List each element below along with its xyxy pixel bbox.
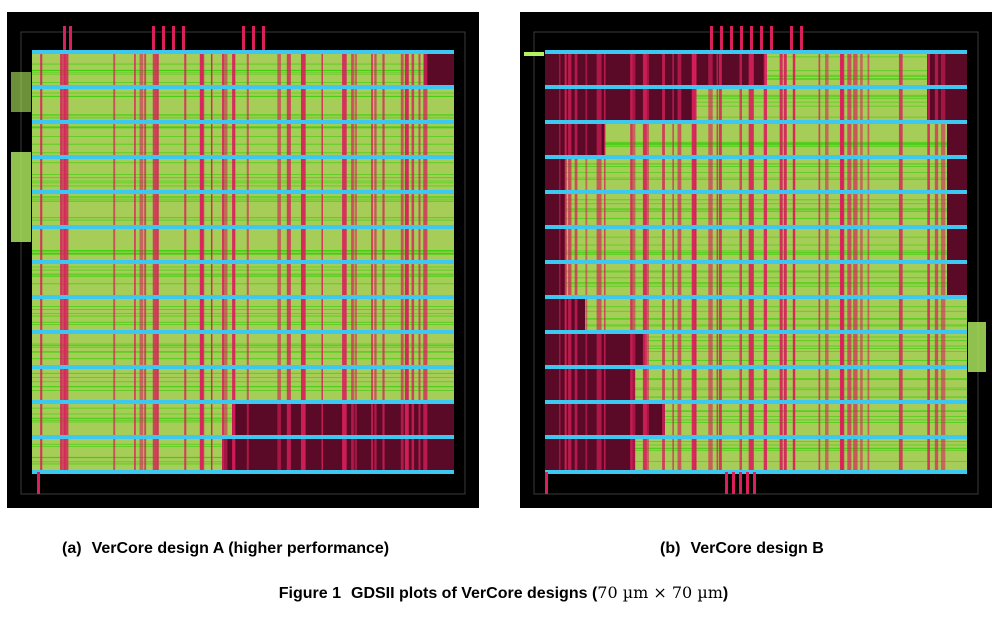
power-rail	[545, 120, 967, 124]
io-pin	[725, 472, 728, 494]
caption-dimensions: 70 µm × 70 µm	[597, 583, 723, 602]
io-pin	[182, 26, 185, 50]
caption-paren-open: (	[591, 585, 598, 602]
io-pin	[790, 26, 793, 50]
power-rail	[545, 295, 967, 299]
logic-row	[645, 334, 967, 365]
logic-row	[32, 264, 454, 295]
logic-row	[635, 439, 967, 470]
io-pin	[152, 26, 155, 50]
io-pin	[162, 26, 165, 50]
io-pin	[800, 26, 803, 50]
gdsii-plot-a-svg	[11, 26, 466, 495]
power-rail	[32, 190, 454, 194]
logic-row	[565, 229, 947, 260]
power-rail	[545, 225, 967, 229]
io-pin	[242, 26, 245, 50]
figure-number: Figure 1	[278, 585, 341, 602]
io-pin-cluster	[968, 322, 986, 372]
logic-row	[565, 194, 947, 225]
subcaption-a: (a) VerCore design A (higher performance)	[62, 540, 389, 558]
subcaption-b-label: VerCore design B	[690, 540, 824, 557]
subcaption-b: (b) VerCore design B	[660, 540, 824, 558]
logic-row	[32, 124, 454, 155]
power-rail	[545, 260, 967, 264]
io-pin	[739, 472, 742, 494]
caption-paren-close: )	[722, 585, 729, 602]
io-pin	[63, 26, 66, 50]
power-rail	[32, 155, 454, 159]
io-pin	[750, 26, 753, 50]
subcaption-a-label: VerCore design A (higher performance)	[91, 540, 390, 557]
power-rail	[545, 50, 967, 54]
io-pin	[753, 472, 756, 494]
power-rail	[32, 260, 454, 264]
power-rail	[32, 85, 454, 89]
io-pin	[37, 472, 40, 494]
io-pin	[740, 26, 743, 50]
gdsii-plot-design-a	[7, 12, 479, 508]
power-rail	[32, 120, 454, 124]
logic-row	[32, 334, 454, 365]
power-rail	[32, 435, 454, 439]
power-rail	[32, 50, 454, 54]
logic-row	[765, 54, 927, 85]
power-rail	[545, 85, 967, 89]
power-rail	[545, 190, 967, 194]
power-rail	[545, 155, 967, 159]
figure-caption: Figure 1 GDSII plots of VerCore designs (…	[0, 583, 1007, 603]
logic-row	[635, 369, 967, 400]
power-rail	[545, 435, 967, 439]
io-pin	[732, 472, 735, 494]
io-pin-cluster	[11, 72, 31, 112]
logic-row	[585, 299, 967, 330]
logic-row	[605, 124, 947, 155]
power-rail	[32, 470, 454, 474]
io-pin	[730, 26, 733, 50]
io-pin	[545, 472, 548, 494]
logic-row	[695, 89, 927, 120]
io-pin	[69, 26, 72, 50]
io-pin	[262, 26, 265, 50]
io-pin	[720, 26, 723, 50]
subcaption-b-tag: (b)	[660, 540, 681, 557]
power-rail	[32, 295, 454, 299]
power-rail	[545, 400, 967, 404]
io-pin	[760, 26, 763, 50]
io-pin	[252, 26, 255, 50]
subcaption-a-tag: (a)	[62, 540, 82, 557]
logic-row	[565, 264, 947, 295]
gdsii-plot-design-b	[520, 12, 992, 508]
power-rail	[32, 400, 454, 404]
power-rail	[32, 330, 454, 334]
io-pin	[172, 26, 175, 50]
logic-row	[32, 229, 454, 260]
logic-row	[32, 299, 454, 330]
power-rail	[32, 225, 454, 229]
io-pin	[710, 26, 713, 50]
power-rail	[545, 330, 967, 334]
logic-row	[665, 404, 967, 435]
power-rail	[32, 365, 454, 369]
power-rail	[545, 365, 967, 369]
io-pin	[770, 26, 773, 50]
io-pin	[746, 472, 749, 494]
io-pin	[524, 52, 544, 56]
logic-row	[32, 54, 424, 85]
gdsii-plot-b-svg	[524, 26, 986, 495]
io-pin-cluster	[11, 152, 31, 242]
figure-caption-text: GDSII plots of VerCore designs	[351, 585, 588, 602]
